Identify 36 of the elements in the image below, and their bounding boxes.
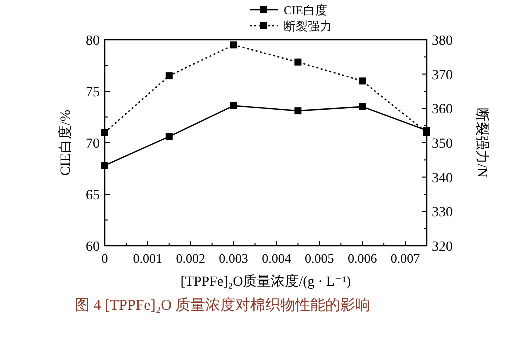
point [230,102,238,110]
y2-tick-label: 340 [432,171,453,186]
point [294,58,302,66]
y2-tick-label: 370 [432,68,453,84]
x-tick-label: 0.007 [390,251,421,266]
y-tick-label: 60 [86,240,100,255]
y2-axis-title: 断裂强力/N [474,108,490,178]
point [294,108,302,115]
x-tick-label: 0.004 [262,251,292,266]
point [166,133,173,140]
point [102,129,108,136]
x-tick-label: 0.006 [348,251,378,266]
point [230,42,238,49]
legend-label: CIE白度 [284,4,328,18]
point [359,103,366,110]
point [359,78,366,85]
y2-tick-label: 360 [432,102,453,118]
x-tick-label: 0 [102,251,108,266]
x-axis-title: [TPPFe]₂O质量浓度/(g · L⁻¹) [180,274,352,290]
y-tick-label: 65 [86,188,100,204]
y2-tick-label: 350 [432,137,453,152]
y2-tick-label: 330 [432,206,453,221]
x-tick-label: 0.003 [219,251,248,266]
y-tick-label: 75 [86,86,100,100]
x-tick-label: 0.001 [133,251,163,266]
x-tick-label: 0.002 [176,251,206,266]
point [166,72,173,80]
y2-tick-label: 320 [432,240,453,255]
y2-tick-label: 380 [432,34,453,49]
point [102,162,108,170]
y-tick-label: 70 [86,137,100,152]
y-tick-label: 80 [86,34,100,49]
y-axis-title: CIE白度/% [58,110,74,176]
legend-label: 断裂强力 [284,20,332,34]
caption: 图 4 [TPPFe]₂O 质量浓度对棉织物性能的影响 [75,297,371,314]
x-tick-label: 0.005 [305,251,334,266]
